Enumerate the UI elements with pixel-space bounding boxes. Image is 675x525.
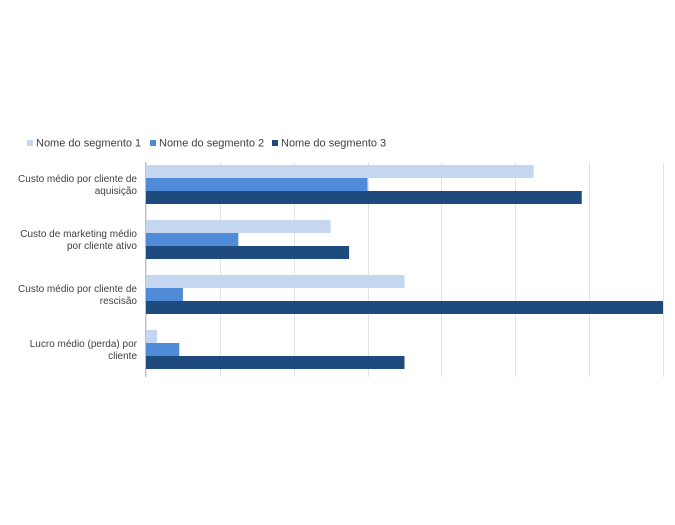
legend-label: Nome do segmento 3 <box>281 138 386 150</box>
bar <box>146 330 158 343</box>
category-label-line: por cliente ativo <box>67 241 137 252</box>
bar <box>146 191 582 204</box>
bar <box>146 356 405 369</box>
bar-group <box>146 220 350 259</box>
legend: Nome do segmento 1 Nome do segmento 2 Nome… <box>27 138 386 150</box>
category-label: Custo de marketing médio por cliente ativ… <box>20 229 137 252</box>
bar <box>146 246 350 259</box>
category-label-line: rescisão <box>100 296 138 307</box>
category-label-line: cliente <box>108 351 137 362</box>
bars <box>145 162 663 377</box>
category-labels: Custo médio por cliente de aquisiçãoCusto… <box>18 174 138 362</box>
legend-item: Nome do segmento 3 <box>272 138 386 150</box>
bar <box>146 301 663 314</box>
category-label: Custo médio por cliente de aquisição <box>18 174 137 197</box>
legend-swatch <box>150 140 156 146</box>
legend-label: Nome do segmento 1 <box>36 138 141 150</box>
category-label-line: Lucro médio (perda) por <box>30 339 138 350</box>
category-label-line: Custo médio por cliente de <box>18 174 137 185</box>
bar <box>146 220 331 233</box>
legend-item: Nome do segmento 1 <box>27 138 141 150</box>
bar <box>146 343 180 356</box>
bar-group <box>146 165 582 204</box>
category-label-line: aquisição <box>95 186 138 197</box>
legend-item: Nome do segmento 2 <box>150 138 264 150</box>
bar <box>146 288 183 301</box>
bar <box>146 233 239 246</box>
bar-group <box>146 275 663 314</box>
category-label: Custo médio por cliente de rescisão <box>18 284 137 307</box>
legend-swatch <box>27 140 33 146</box>
bar <box>146 178 368 191</box>
legend-label: Nome do segmento 2 <box>159 138 264 150</box>
category-label: Lucro médio (perda) por cliente <box>30 339 138 362</box>
bar <box>146 275 405 288</box>
legend-swatch <box>272 140 278 146</box>
bar-group <box>146 330 405 369</box>
bar <box>146 165 534 178</box>
category-label-line: Custo de marketing médio <box>20 229 137 240</box>
category-label-line: Custo médio por cliente de <box>18 284 137 295</box>
